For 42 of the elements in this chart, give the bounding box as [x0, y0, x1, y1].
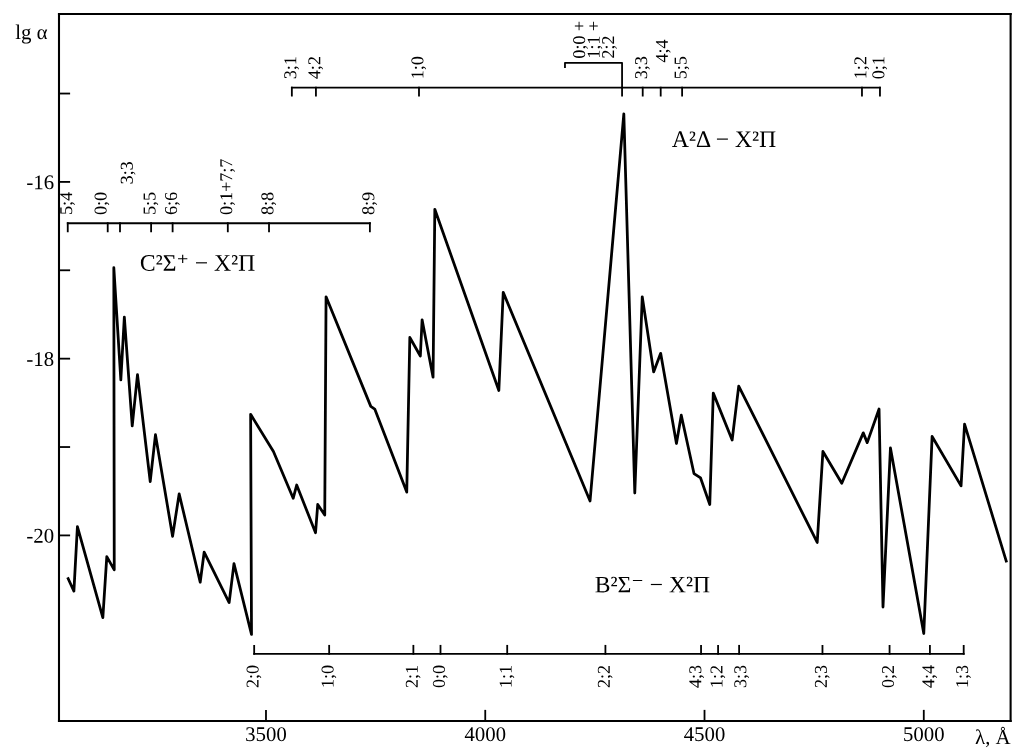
annotation: 2;2	[597, 665, 613, 688]
y-tick-label: -16	[27, 175, 54, 190]
annotation: 1;2	[710, 665, 726, 687]
annotation: 3;3	[120, 162, 136, 184]
annotation: 3;1	[284, 57, 299, 79]
annotation: 0;1	[872, 57, 888, 79]
annotation: 0;0	[94, 192, 110, 215]
y-tick-label: -20	[27, 528, 54, 543]
annotation: 0;0 + 1;1 + 2;2	[573, 21, 617, 58]
annotation: 4;4	[655, 39, 671, 63]
annotation: 5;5	[674, 56, 690, 79]
annotation: 5;5	[143, 192, 159, 214]
annotation: 4;4	[922, 665, 938, 688]
y-tick-label: -18	[27, 352, 54, 367]
annotation: A²Δ − X²Π	[672, 131, 776, 147]
annotation: 1;3	[956, 665, 971, 687]
annotation: 4;3	[689, 665, 704, 688]
y-axis-title: lg α	[15, 24, 48, 44]
annotation: 1;0	[411, 56, 427, 78]
x-tick-label: 5000	[904, 727, 944, 742]
annotation: 2;1	[405, 666, 421, 688]
annotation: 0;0	[432, 665, 448, 688]
annotation: 2;0	[246, 665, 262, 688]
x-tick-label: 4000	[464, 727, 506, 742]
annotation: 1;0	[321, 665, 337, 687]
annotation: 1;1	[499, 666, 515, 687]
annotation: 0;2	[881, 665, 897, 688]
x-axis-title: λ, Å	[975, 726, 1011, 748]
annotation: 0;1+7;7	[220, 159, 235, 215]
annotation: B²Σ⁻ − X²Π	[595, 576, 710, 593]
annotation: 3;3	[734, 665, 750, 688]
annotation: 1;2	[854, 57, 870, 78]
annotation: 3;3	[635, 56, 650, 79]
annotation: C²Σ⁺ − X²Π	[140, 254, 255, 271]
annotation: 2;3	[814, 665, 830, 688]
x-tick-label: 4500	[684, 727, 725, 742]
x-tick-label: 3500	[246, 727, 287, 742]
annotation: 4;2	[308, 57, 324, 79]
annotation: 8;9	[362, 192, 378, 215]
annotation: 6;6	[165, 192, 180, 215]
annotation: 5;4	[60, 192, 75, 214]
annotation: 8;8	[261, 192, 277, 215]
